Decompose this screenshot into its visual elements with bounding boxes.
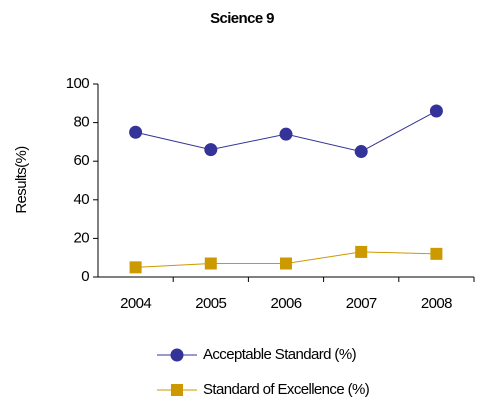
marker: [279, 127, 293, 141]
marker: [280, 257, 292, 270]
y-tick-label: 100: [66, 75, 89, 92]
x-tick-label: 2005: [195, 295, 226, 312]
legend-marker: [170, 348, 184, 362]
marker: [204, 143, 218, 157]
x-tick-label: 2008: [421, 295, 452, 312]
x-tick-label: 2006: [271, 295, 302, 312]
y-tick-label: 80: [74, 114, 90, 131]
marker: [204, 257, 217, 270]
marker: [129, 125, 143, 139]
x-tick-label: 2004: [120, 295, 151, 312]
y-axis-label: Results(%): [13, 146, 30, 214]
y-tick-label: 40: [74, 191, 90, 208]
marker: [129, 261, 142, 274]
legend-label: Standard of Excellence (%): [203, 381, 370, 398]
marker: [355, 245, 368, 258]
marker: [430, 247, 443, 260]
chart-title: Science 9: [210, 10, 274, 27]
marker: [429, 104, 443, 118]
legend-label: Acceptable Standard (%): [203, 346, 357, 363]
y-tick-label: 0: [81, 268, 89, 285]
legend-marker: [171, 384, 183, 396]
marker: [354, 145, 368, 159]
y-tick-label: 20: [74, 229, 90, 246]
x-tick-label: 2007: [346, 295, 377, 312]
y-tick-label: 60: [74, 152, 90, 169]
